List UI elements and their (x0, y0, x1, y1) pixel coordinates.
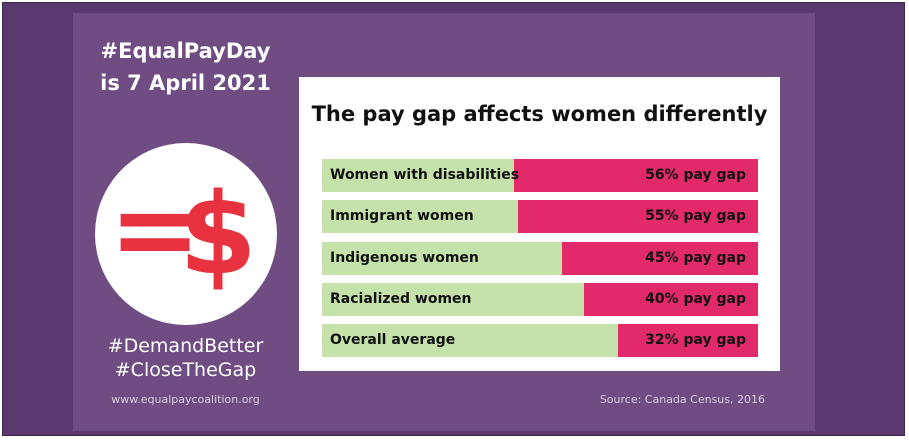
bar-value-label: 40% pay gap (645, 290, 746, 307)
bar-row: Indigenous women 45% pay gap (322, 241, 758, 275)
bar-value-label: 55% pay gap (645, 208, 746, 225)
equal-dollar-logo: = $ (95, 143, 277, 325)
bar-gap-segment (562, 241, 758, 275)
source-note: Source: Canada Census, 2016 (599, 393, 765, 406)
graphic-panel: #EqualPayDay is 7 April 2021 = $ #Demand… (73, 13, 815, 431)
bar-gap-segment (514, 159, 758, 192)
bar-earned-segment (322, 282, 584, 316)
bar-category-label: Racialized women (330, 290, 472, 307)
bar-gap-segment (518, 200, 758, 234)
bar-earned-segment (322, 200, 518, 234)
bar-row: Immigrant women 55% pay gap (322, 200, 758, 234)
headline-line-2: is 7 April 2021 (100, 71, 271, 95)
logo-dollar-sign: $ (179, 170, 257, 300)
bar-earned-segment (322, 159, 514, 192)
bar-category-label: Indigenous women (330, 249, 479, 266)
bar-gap-segment (584, 282, 758, 316)
bar-value-label: 32% pay gap (645, 332, 746, 349)
hashtag-demand-better: #DemandBetter (107, 335, 264, 357)
hashtag-close-the-gap: #CloseTheGap (114, 359, 257, 381)
chart-title: The pay gap affects women differently (311, 102, 768, 126)
bar-gap-segment (618, 324, 758, 358)
bar-category-label: Women with disabilities (330, 167, 520, 183)
bar-category-label: Immigrant women (330, 208, 474, 225)
bar-value-label: 56% pay gap (645, 167, 746, 183)
graphic-background: #EqualPayDay is 7 April 2021 = $ #Demand… (2, 2, 905, 436)
bar-category-label: Overall average (330, 332, 456, 349)
website-url: www.equalpaycoalition.org (111, 393, 260, 406)
bar-row: Women with disabilities 56% pay gap (322, 159, 758, 192)
bar-value-label: 45% pay gap (645, 249, 746, 266)
logo-equals-sign: = (109, 165, 201, 293)
headline-line-1: #EqualPayDay (100, 39, 271, 63)
chart-card: The pay gap affects women differently Wo… (299, 77, 780, 371)
equal-dollar-icon: = $ (109, 165, 257, 300)
bar-row: Overall average 32% pay gap (322, 324, 758, 358)
bar-earned-segment (322, 241, 562, 275)
bar-row: Racialized women 40% pay gap (322, 282, 758, 316)
bar-earned-segment (322, 324, 618, 358)
